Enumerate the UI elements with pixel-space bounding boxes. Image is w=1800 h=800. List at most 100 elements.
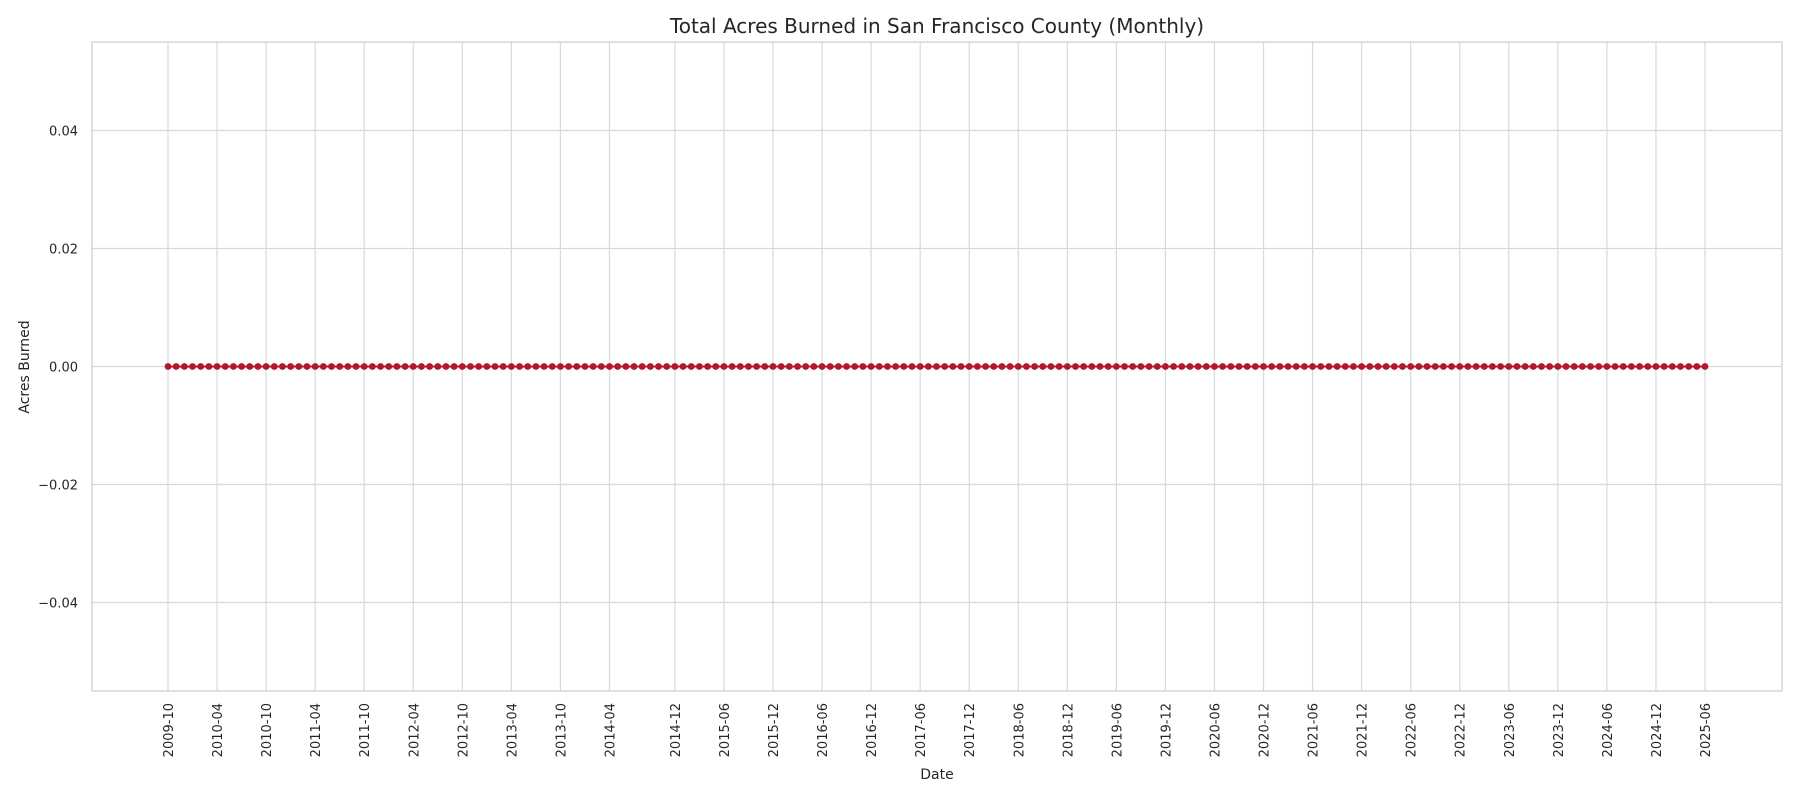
y-tick-label: −0.04 [38,597,78,612]
data-point [622,363,630,370]
data-point [1121,363,1128,370]
data-point [949,363,957,370]
data-point [1489,363,1496,370]
data-point [696,363,703,370]
data-point [1415,363,1423,370]
data-point [1644,363,1652,370]
data-point [1104,363,1112,370]
x-tick-label: 2015-06 [718,703,733,757]
x-tick-label: 2013-10 [554,703,569,757]
x-tick-label: 2024-12 [1650,703,1665,757]
data-point [1063,363,1071,370]
data-point [1317,363,1325,370]
data-point [1023,363,1030,370]
data-point [565,363,573,370]
chart-title: Total Acres Burned in San Francisco Coun… [669,14,1204,38]
data-point [1268,363,1276,370]
x-tick-label: 2018-06 [1012,703,1027,757]
data-point [1096,363,1104,370]
data-point [213,363,221,370]
data-point [892,363,900,370]
x-tick-label: 2010-10 [260,703,275,757]
data-point [303,363,311,370]
data-point [352,363,360,370]
data-point [1521,363,1529,370]
data-point [1055,363,1063,370]
x-tick-label: 2024-06 [1601,703,1616,757]
data-point [826,363,834,370]
data-point [867,363,875,370]
data-point [368,363,376,370]
data-series [164,363,1709,370]
data-point [1456,363,1464,370]
data-point [802,363,810,370]
data-point [1284,363,1292,370]
data-point [197,363,205,370]
data-point [1636,363,1643,370]
data-point [1300,363,1308,370]
data-point [1112,363,1120,370]
data-point [753,363,761,370]
data-point [1693,363,1701,370]
data-point [1374,363,1382,370]
data-point [418,363,425,370]
data-point [524,363,532,370]
data-point [777,363,785,370]
plot-frame [91,41,1783,692]
x-tick-label: 2021-06 [1307,703,1322,757]
x-tick-label: 2015-12 [767,703,782,757]
data-point [1080,363,1088,370]
data-point [1292,363,1300,370]
x-tick-label: 2020-12 [1258,703,1273,757]
data-point [1390,363,1398,370]
data-point [1235,363,1243,370]
data-point [1480,363,1488,370]
data-point [1178,363,1186,370]
data-point [377,363,384,370]
data-point [1578,363,1586,370]
data-point [458,363,466,370]
data-point [957,363,965,370]
data-point [467,363,474,370]
x-axis-title: Date [920,767,953,783]
data-point [1619,363,1627,370]
data-point [630,363,638,370]
data-point [1668,363,1676,370]
data-point [728,363,736,370]
data-point [295,363,303,370]
y-axis-title: Acres Burned [17,320,33,413]
data-point [916,363,924,370]
data-point [1006,363,1014,370]
x-tick-label: 2014-12 [669,703,684,757]
data-point [1145,363,1153,370]
x-tick-label: 2022-12 [1454,703,1469,757]
data-point [900,363,908,370]
data-point [1562,363,1570,370]
x-tick-label: 2009-10 [162,703,177,757]
data-point [499,363,507,370]
data-point [818,363,826,370]
data-point [998,363,1006,370]
x-tick-label: 2016-06 [816,703,831,757]
data-point [532,363,540,370]
data-point [1513,363,1521,370]
data-point [638,363,646,370]
data-point [712,363,720,370]
data-point [671,363,679,370]
data-point [1047,363,1055,370]
data-point [1129,363,1137,370]
data-point [1194,363,1202,370]
data-point [262,363,270,370]
data-point [1039,363,1047,370]
data-point [1538,363,1545,370]
data-point [1439,363,1447,370]
data-point [965,363,973,370]
data-point [401,363,409,370]
data-point [238,363,245,370]
data-point [794,363,801,370]
x-tick-label: 2021-12 [1356,703,1371,757]
data-point [1701,363,1709,370]
tick-labels: 2009-10 2010-04 2010-10 2011-04 2011-10 2012-… [38,125,1714,758]
data-point [483,363,491,370]
x-tick-label: 2023-12 [1552,703,1567,757]
